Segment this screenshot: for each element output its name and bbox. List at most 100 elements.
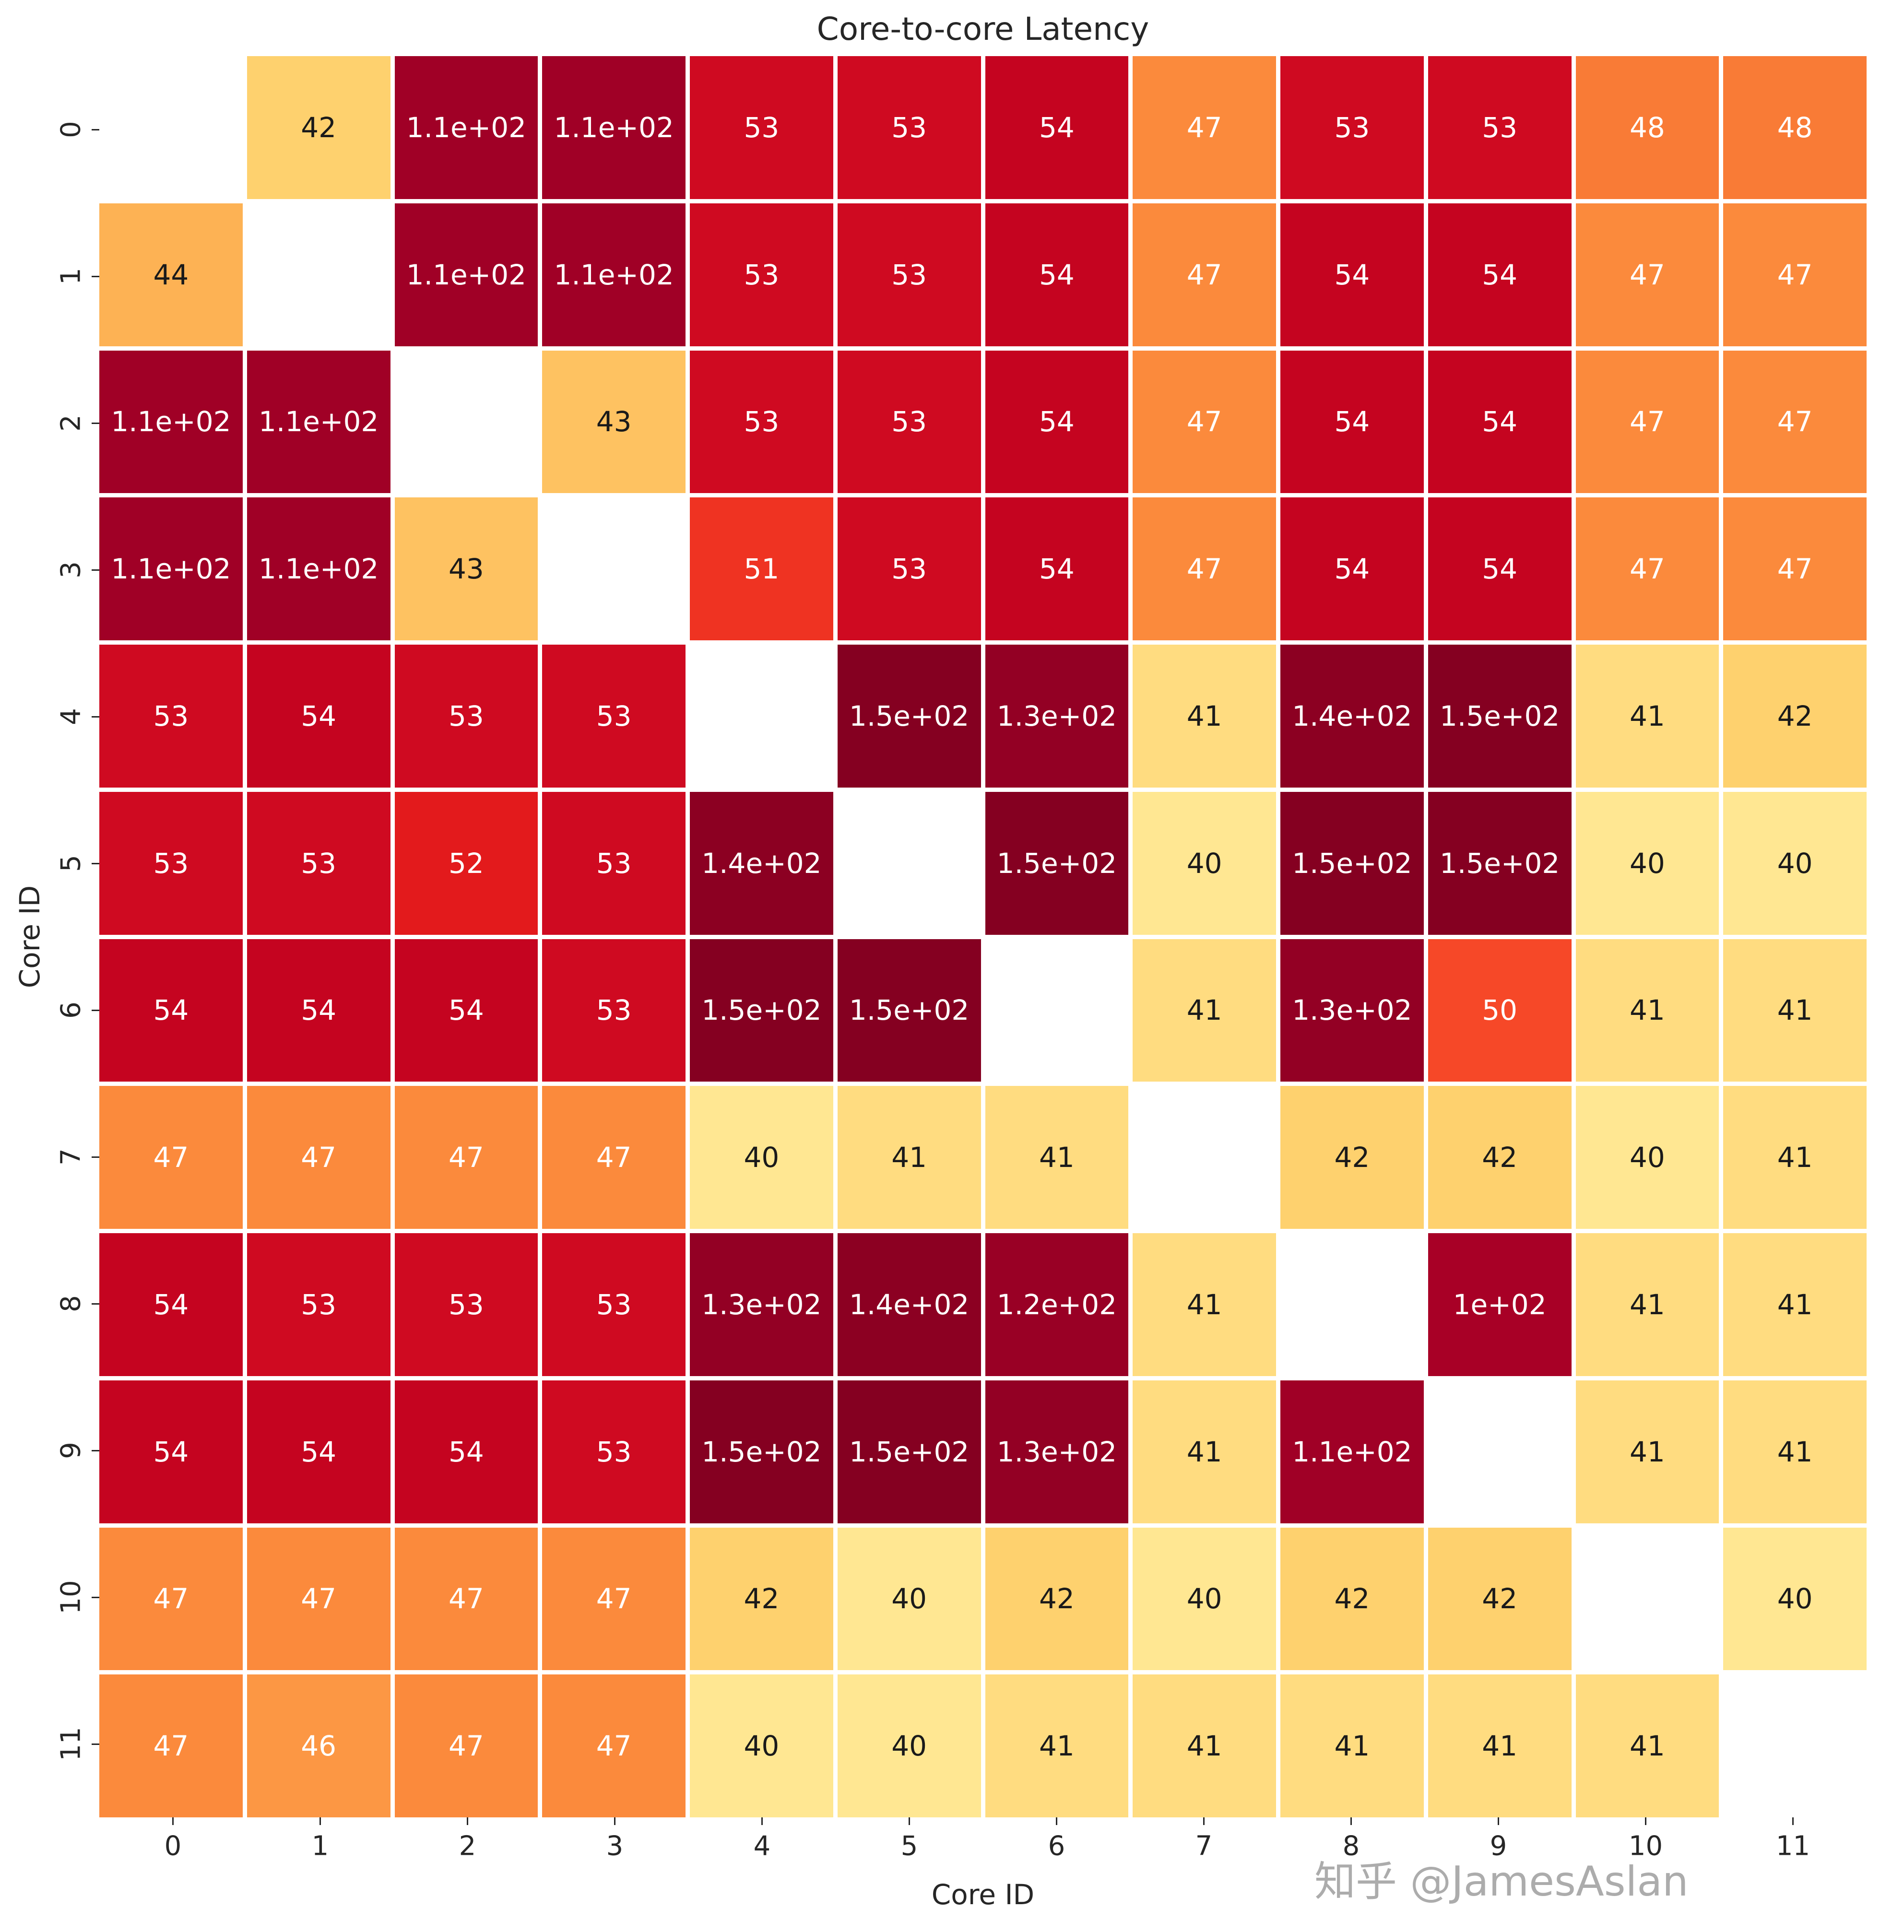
x-tick-mark: [909, 1817, 910, 1825]
heatmap-cell: 1.3e+02: [690, 1233, 833, 1376]
x-tick-mark: [1056, 1817, 1057, 1825]
heatmap-cell: 47: [1133, 497, 1276, 640]
y-tick-mark: [92, 1449, 99, 1451]
heatmap-cell: 1.5e+02: [1428, 791, 1572, 935]
heatmap-cell: 41: [1575, 939, 1719, 1082]
heatmap-cell: 40: [1723, 1527, 1867, 1671]
heatmap-cell: 44: [99, 203, 243, 346]
heatmap-cell: 41: [1575, 645, 1719, 788]
heatmap-cell-empty: [394, 350, 538, 494]
x-tick-mark: [1498, 1817, 1499, 1825]
heatmap-cell: 1.1e+02: [99, 350, 243, 494]
heatmap-cell: 42: [985, 1527, 1129, 1671]
heatmap-cell: 47: [1133, 350, 1276, 494]
heatmap-cell-empty: [985, 939, 1129, 1082]
x-tick-mark: [172, 1817, 174, 1825]
y-tick-mark: [92, 1009, 99, 1011]
heatmap-cell-empty: [247, 203, 390, 346]
x-tick-mark: [1792, 1817, 1794, 1825]
x-tick-mark: [761, 1817, 763, 1825]
heatmap-cell: 41: [985, 1086, 1129, 1229]
heatmap-cell: 53: [690, 203, 833, 346]
heatmap-cell: 54: [1280, 203, 1424, 346]
heatmap-cell: 53: [837, 350, 981, 494]
heatmap-cell: 53: [542, 645, 686, 788]
heatmap-cell: 53: [99, 645, 243, 788]
heatmap-cell: 1.5e+02: [985, 791, 1129, 935]
heatmap-cell: 1.5e+02: [1428, 645, 1572, 788]
heatmap-cell: 54: [1280, 350, 1424, 494]
heatmap-cell: 1.5e+02: [837, 645, 981, 788]
heatmap-cell: 41: [1133, 645, 1276, 788]
heatmap-cell: 53: [542, 791, 686, 935]
heatmap-cell: 41: [1723, 1086, 1867, 1229]
y-tick-label: 4: [55, 708, 87, 725]
heatmap-cell: 53: [690, 56, 833, 199]
x-tick-label: 1: [311, 1830, 329, 1862]
heatmap-cell: 1.5e+02: [837, 939, 981, 1082]
x-tick-label: 8: [1342, 1830, 1360, 1862]
x-tick-label: 2: [459, 1830, 476, 1862]
heatmap-cell: 53: [99, 791, 243, 935]
heatmap-cell: 53: [394, 1233, 538, 1376]
y-tick-mark: [92, 1156, 99, 1158]
heatmap-cell: 41: [1723, 939, 1867, 1082]
heatmap-cell: 1.4e+02: [837, 1233, 981, 1376]
heatmap-cell: 1.1e+02: [99, 497, 243, 640]
heatmap-cell: 47: [542, 1674, 686, 1817]
heatmap-cell: 41: [1428, 1674, 1572, 1817]
heatmap-cell: 40: [1575, 1086, 1719, 1229]
heatmap-cell-empty: [690, 645, 833, 788]
heatmap-cell-empty: [837, 791, 981, 935]
y-tick-label: 8: [55, 1295, 87, 1312]
heatmap-cell: 41: [1133, 1233, 1276, 1376]
heatmap-cell: 43: [542, 350, 686, 494]
y-tick-label: 11: [55, 1727, 87, 1761]
x-tick-label: 10: [1628, 1830, 1663, 1862]
heatmap-cell: 42: [1723, 645, 1867, 788]
heatmap-cell: 53: [837, 497, 981, 640]
heatmap-cell: 41: [1133, 939, 1276, 1082]
heatmap-cell: 1.1e+02: [247, 350, 390, 494]
heatmap-cell: 54: [99, 939, 243, 1082]
heatmap-cell: 53: [542, 939, 686, 1082]
heatmap-cell: 53: [837, 56, 981, 199]
y-tick-label: 3: [55, 561, 87, 578]
heatmap-cell: 1.4e+02: [1280, 645, 1424, 788]
heatmap-cell: 1.1e+02: [542, 203, 686, 346]
heatmap-cell: 41: [1133, 1674, 1276, 1817]
heatmap-cell: 41: [1280, 1674, 1424, 1817]
y-tick-label: 7: [55, 1148, 87, 1166]
heatmap-cell: 47: [99, 1527, 243, 1671]
heatmap-cell: 46: [247, 1674, 390, 1817]
heatmap-cell: 47: [99, 1086, 243, 1229]
heatmap-cell: 47: [1133, 56, 1276, 199]
heatmap-cell: 47: [1133, 203, 1276, 346]
heatmap-cell: 47: [1575, 350, 1719, 494]
y-tick-mark: [92, 1303, 99, 1305]
x-tick-mark: [1203, 1817, 1205, 1825]
y-axis-label: Core ID: [13, 885, 46, 989]
heatmap-cell-empty: [1428, 1380, 1572, 1523]
heatmap-cell: 41: [1575, 1380, 1719, 1523]
heatmap-cell: 42: [1280, 1527, 1424, 1671]
heatmap-cell: 53: [394, 645, 538, 788]
heatmap-cell: 40: [1133, 791, 1276, 935]
heatmap-cell: 1.3e+02: [985, 1380, 1129, 1523]
heatmap-cell: 53: [542, 1380, 686, 1523]
heatmap-cell: 40: [837, 1674, 981, 1817]
heatmap-cell-empty: [99, 56, 243, 199]
y-tick-label: 1: [55, 268, 87, 285]
heatmap-cell: 41: [1575, 1674, 1719, 1817]
heatmap-cell: 54: [985, 203, 1129, 346]
y-tick-label: 6: [55, 1001, 87, 1019]
heatmap-cell: 1.1e+02: [394, 203, 538, 346]
x-tick-mark: [614, 1817, 615, 1825]
heatmap-cell: 1.5e+02: [837, 1380, 981, 1523]
y-tick-mark: [92, 1596, 99, 1598]
x-tick-label: 11: [1775, 1830, 1810, 1862]
heatmap-cell: 42: [690, 1527, 833, 1671]
heatmap-cell: 47: [247, 1527, 390, 1671]
heatmap-cell: 1.2e+02: [985, 1233, 1129, 1376]
